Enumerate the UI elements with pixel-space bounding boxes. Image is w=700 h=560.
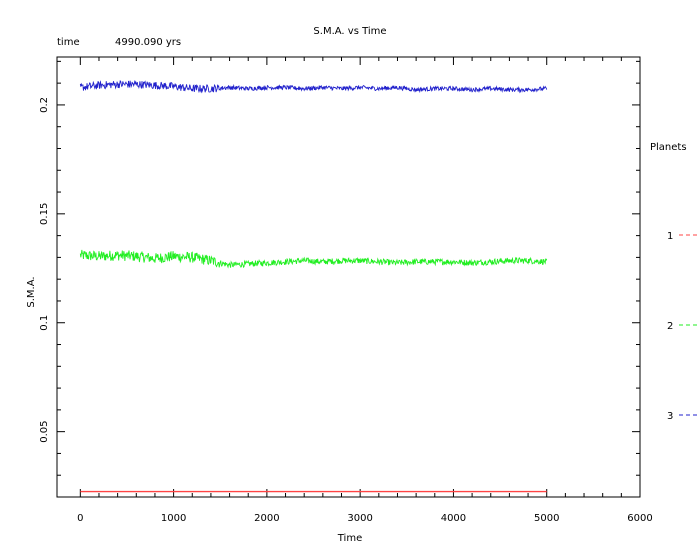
y-tick-label: 0.05	[39, 421, 50, 443]
x-tick-label: 3000	[347, 513, 372, 524]
chart-title: S.M.A. vs Time	[313, 26, 386, 37]
x-axis-ticks: 0 1000 2000 3000 4000 5000 6000	[77, 57, 653, 524]
plot-frame	[56, 56, 641, 498]
x-tick-label: 0	[77, 513, 83, 524]
x-tick-label: 5000	[534, 513, 559, 524]
series-line-2	[79, 249, 548, 269]
y-axis-label: S.M.A.	[26, 276, 37, 307]
y-axis-ticks: 0.05 0.1 0.15 0.2	[39, 60, 640, 476]
x-tick-label: 1000	[161, 513, 186, 524]
legend: Planets 1 2 3	[650, 142, 700, 422]
time-label: time	[57, 37, 80, 48]
series-layer	[79, 79, 548, 493]
legend-title: Planets	[650, 142, 687, 153]
time-value: 4990.090 yrs	[115, 37, 181, 48]
y-tick-label: 0.15	[39, 203, 50, 225]
x-tick-label: 2000	[254, 513, 279, 524]
series-line-3	[79, 79, 548, 94]
legend-label-2: 2	[667, 321, 673, 332]
x-tick-label: 6000	[627, 513, 652, 524]
legend-label-1: 1	[667, 231, 673, 242]
legend-label-3: 3	[667, 411, 673, 422]
x-axis-label: Time	[337, 533, 362, 544]
y-tick-label: 0.2	[39, 97, 50, 113]
x-tick-label: 4000	[441, 513, 466, 524]
y-tick-label: 0.1	[39, 315, 50, 331]
